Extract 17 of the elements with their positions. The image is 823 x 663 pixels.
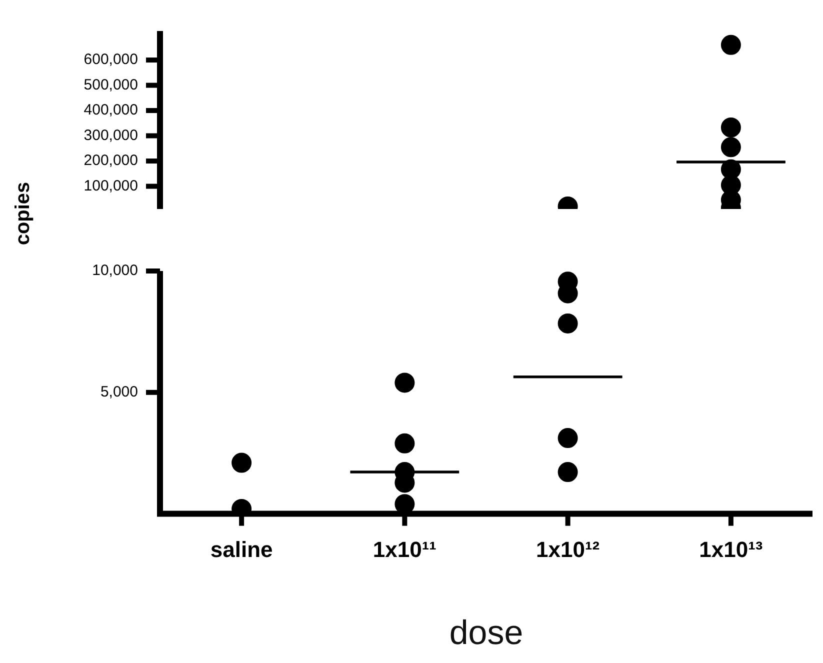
y-tick-label: 300,000 [84,126,138,144]
y-axis-title: copies [12,182,36,246]
y-tick-label: 400,000 [84,102,138,119]
y-tick-label: 100,000 [84,177,138,194]
y-tick-label: 5,000 [100,384,138,401]
point [720,117,741,138]
y-tick-label: 200,000 [84,152,138,170]
x-tick-label: saline [210,537,273,562]
y-tick-label: 500,000 [84,76,138,94]
x-tick-label: 1x10¹¹ [372,537,436,562]
x-tick-label: 1x10¹³ [699,537,763,562]
point [720,137,741,158]
point [720,34,741,55]
x-tick-label: 1x10¹² [536,537,600,562]
y-tick-label: 600,000 [84,51,138,68]
x-axis-title: dose [449,614,524,652]
y-tick-label: 10,000 [92,262,138,280]
